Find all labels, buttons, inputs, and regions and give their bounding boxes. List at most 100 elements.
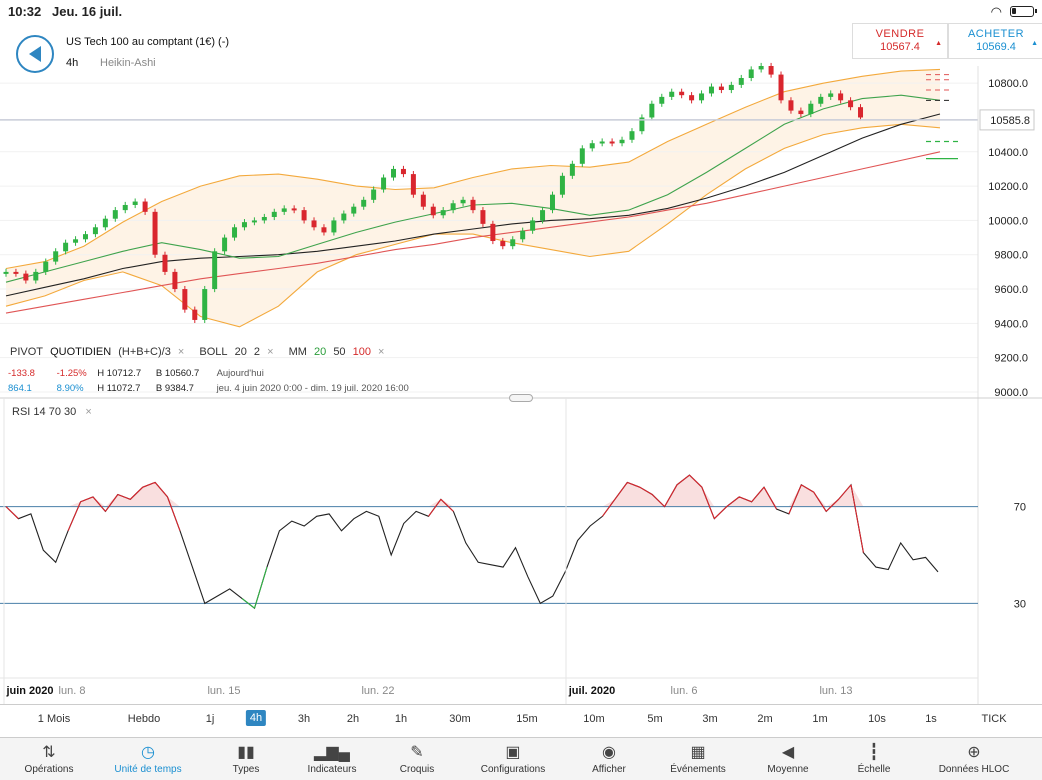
candle-body xyxy=(599,141,605,144)
timeframe-1h[interactable]: 1h xyxy=(394,713,408,725)
price-tick-label: 9800.0 xyxy=(994,250,1028,262)
rsi-legend: RSI 14 70 30 × xyxy=(12,406,92,418)
back-button[interactable] xyxy=(16,35,54,73)
mm-period-100: 100 xyxy=(352,346,371,358)
timeframe-10m[interactable]: 10m xyxy=(583,713,605,725)
pane-resize-handle[interactable] xyxy=(509,394,533,402)
timeframe-1-mois[interactable]: 1 Mois xyxy=(37,713,71,725)
timeframe-1j[interactable]: 1j xyxy=(205,713,215,725)
candle-body xyxy=(222,237,228,252)
date-tick-label: lun. 13 xyxy=(819,685,852,697)
candle-body xyxy=(490,223,496,242)
candle-body xyxy=(520,230,526,240)
price-tick-label: 9200.0 xyxy=(994,353,1028,365)
wifi-icon: ◠ xyxy=(990,4,1002,19)
candle-body xyxy=(112,210,118,219)
toolbar-label: Données HLOC xyxy=(938,764,1010,775)
toolbar-label: Configurations xyxy=(480,764,546,775)
timeframe-15m[interactable]: 15m xyxy=(516,713,538,725)
buy-button[interactable]: ACHETER 10569.4 ▲ xyxy=(948,23,1042,59)
stat-high: H 10712.7 xyxy=(97,368,142,379)
remove-mm-icon[interactable]: × xyxy=(378,346,385,358)
rsi-30-label: 30 xyxy=(1014,598,1026,610)
sell-button[interactable]: VENDRE 10567.4 ▲ xyxy=(852,23,948,59)
status-date: Jeu. 16 juil. xyxy=(52,4,123,19)
toolbar-label: Unité de temps xyxy=(114,764,182,775)
candle-body xyxy=(92,227,98,235)
candle-body xyxy=(708,86,714,94)
toolbar-clock-button[interactable]: ◷ Unité de temps xyxy=(114,738,181,780)
timeframe-3h[interactable]: 3h xyxy=(297,713,311,725)
price-tick-label: 9400.0 xyxy=(994,318,1028,330)
chart-area[interactable]: 10800.010600.010400.010200.010000.09800.… xyxy=(0,0,1042,704)
toolbar-pencil-button[interactable]: ✎ Croquis xyxy=(400,738,434,780)
date-tick-label: juin 2020 xyxy=(5,685,53,697)
candle-body xyxy=(440,210,446,216)
candle-body xyxy=(172,271,178,290)
timeframe-bar: 1 Mois Hebdo 1j 4h 3h 2h 1h 30m 15m 10m 5m 3m 2m 1m 10… xyxy=(0,704,1042,734)
candle-body xyxy=(848,100,854,108)
sell-price: 10567.4 xyxy=(880,41,920,53)
candle-body xyxy=(858,107,864,118)
crosshair-icon: ⊕ xyxy=(967,744,981,761)
toolbar-eye-button[interactable]: ◉ Afficher xyxy=(592,738,626,780)
toolbar-sort-arrows-button[interactable]: ⇅ Opérations xyxy=(25,738,74,780)
candle-body xyxy=(718,86,724,91)
timeframe-hebdo[interactable]: Hebdo xyxy=(127,713,161,725)
candle-body xyxy=(569,163,575,176)
instrument-title: US Tech 100 au comptant (1€) (-) xyxy=(66,36,230,48)
timeframe-2m[interactable]: 2m xyxy=(757,713,773,725)
candle-body xyxy=(63,242,69,252)
toolbar-crosshair-button[interactable]: ⊕ Données HLOC xyxy=(939,738,1010,780)
candle-body xyxy=(371,189,377,200)
candle-body xyxy=(162,254,168,272)
toolbar-bar-chart-button[interactable]: ▂▆▄ Indicateurs xyxy=(308,738,357,780)
candle-body xyxy=(470,199,476,211)
toolbar-ruler-button[interactable]: ┇ Échelle xyxy=(858,738,891,780)
candle-body xyxy=(788,100,794,111)
buy-price: 10569.4 xyxy=(976,41,1016,53)
candle-body xyxy=(549,194,555,211)
candle-body xyxy=(321,227,327,233)
timeframe-10s[interactable]: 10s xyxy=(868,713,886,725)
toolbar-label: Afficher xyxy=(592,764,626,775)
candle-body xyxy=(361,199,367,207)
candle-body xyxy=(301,210,307,221)
candle-body xyxy=(271,211,277,217)
timeframe-4h[interactable]: 4h xyxy=(245,710,267,726)
toolbar-layout-button[interactable]: ▣ Configurations xyxy=(481,738,545,780)
toolbar-candlestick-button[interactable]: ▮▮ Types xyxy=(233,738,260,780)
remove-boll-icon[interactable]: × xyxy=(267,346,274,358)
timeframe-tick[interactable]: TICK xyxy=(981,713,1007,725)
candle-body xyxy=(430,206,436,216)
stat-low: B 10560.7 xyxy=(155,368,200,379)
rsi-oversold-line xyxy=(241,566,268,609)
toolbar-label: Événements xyxy=(670,764,726,775)
rsi-70-label: 70 xyxy=(1014,502,1026,514)
candle-body xyxy=(589,143,595,149)
candle-body xyxy=(540,210,546,221)
back-arrow-icon xyxy=(29,46,41,62)
buy-label: ACHETER xyxy=(967,28,1025,40)
timeframe-5m[interactable]: 5m xyxy=(647,713,663,725)
triangle-up-icon: ▲ xyxy=(1031,40,1038,47)
remove-pivot-icon[interactable]: × xyxy=(177,346,185,358)
mm-label: MM xyxy=(288,346,307,358)
toolbar-speaker-button[interactable]: ◀ Moyenne xyxy=(767,738,808,780)
candle-body xyxy=(53,251,59,262)
timeframe-1s[interactable]: 1s xyxy=(925,713,937,725)
timeframe-2h[interactable]: 2h xyxy=(346,713,360,725)
rsi-label: RSI xyxy=(12,406,31,418)
remove-rsi-icon[interactable]: × xyxy=(85,406,92,418)
pencil-icon: ✎ xyxy=(410,744,424,761)
sort-arrows-icon: ⇅ xyxy=(42,744,56,761)
candle-body xyxy=(768,66,774,75)
candle-body xyxy=(212,251,218,290)
toolbar-calendar-button[interactable]: ▦ Événements xyxy=(670,738,726,780)
sell-label: VENDRE xyxy=(875,28,925,40)
timeframe-1m[interactable]: 1m xyxy=(812,713,828,725)
date-tick-label: lun. 15 xyxy=(207,685,240,697)
timeframe-30m[interactable]: 30m xyxy=(449,713,471,725)
candle-body xyxy=(122,204,128,211)
timeframe-3m[interactable]: 3m xyxy=(702,713,718,725)
